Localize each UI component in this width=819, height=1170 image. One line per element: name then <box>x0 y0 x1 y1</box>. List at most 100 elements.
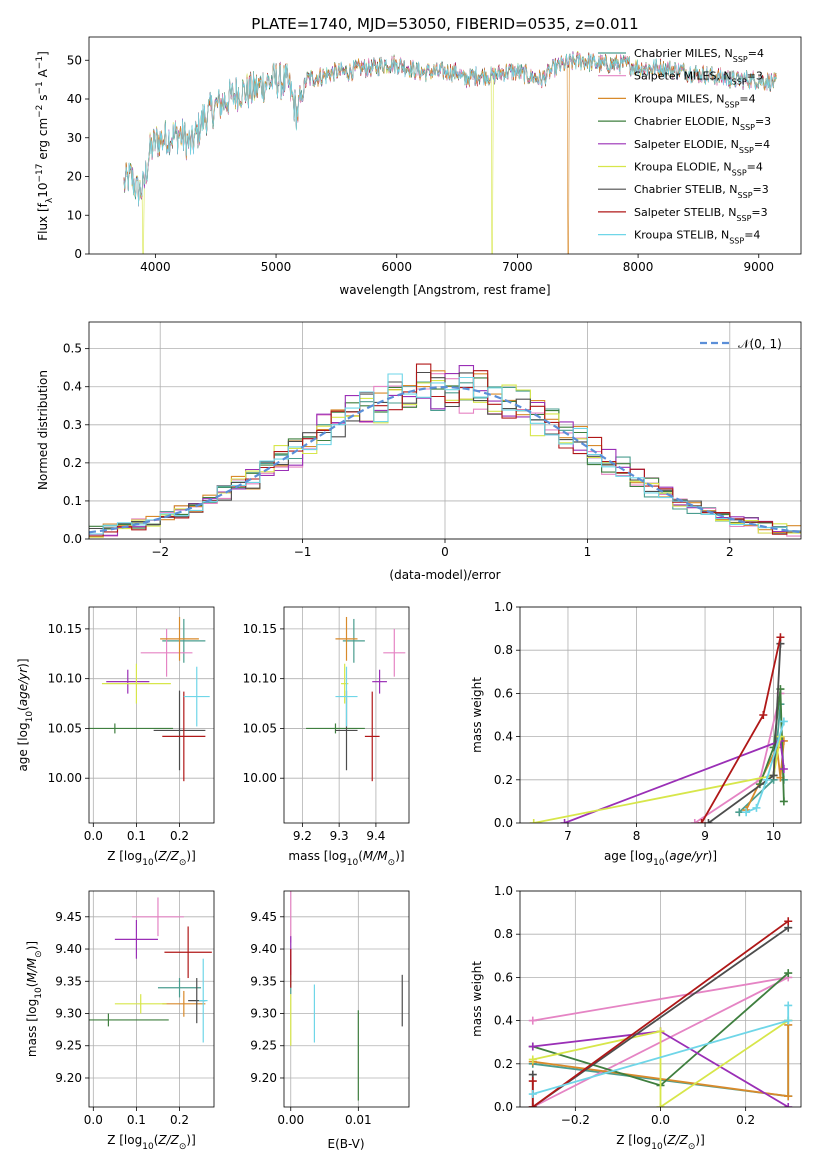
figure-title: PLATE=1740, MJD=53050, FIBERID=0535, z=0… <box>251 15 638 33</box>
errorbar <box>364 691 380 782</box>
label-part: M/M <box>363 849 388 863</box>
label-part: )] <box>16 658 30 667</box>
legend-name: Kroupa STELIB, N <box>634 229 729 242</box>
y-axis-label: mass [log10(M/M⊙)] <box>25 941 44 1057</box>
label-part: ] <box>36 51 50 56</box>
label-part: mass [log <box>288 849 346 863</box>
x-tick-label: 0.2 <box>170 829 189 843</box>
x-tick-label: 8000 <box>623 260 654 274</box>
legend-entry: Salpeter ELODIE, NSSP=4 <box>634 138 770 155</box>
legend-entry: Chabrier STELIB, NSSP=3 <box>634 183 769 200</box>
errorbar <box>162 990 206 1017</box>
x-tick-label: 10 <box>766 829 781 843</box>
plot-area <box>306 616 406 782</box>
label-part: erg cm <box>36 118 50 164</box>
y-tick-label: 1.0 <box>494 884 513 898</box>
series-marker <box>776 633 785 642</box>
label-part: λ <box>45 197 55 203</box>
legend-entry: Kroupa STELIB, NSSP=4 <box>634 229 760 246</box>
y-tick-label: 0.5 <box>63 342 82 356</box>
axes-frame <box>88 890 215 1108</box>
x-tick-label: 0.2 <box>170 1113 189 1127</box>
legend-value: =4 <box>747 161 763 174</box>
x-tick-label: −1 <box>294 545 312 559</box>
y-tick-label: 9.30 <box>55 1007 82 1021</box>
errorbar <box>162 691 206 782</box>
y-tick-label: 10.10 <box>243 672 277 686</box>
legend-value: =3 <box>747 70 763 83</box>
y-tick-label: 10.10 <box>48 672 82 686</box>
x-tick-label: 0.01 <box>345 1113 372 1127</box>
legend-name: Salpeter MILES, N <box>634 70 732 83</box>
label-part: Z/Z <box>157 849 179 863</box>
legend-entry: 𝒩(0, 1) <box>738 337 782 351</box>
y-tick-label: 0.8 <box>494 643 513 657</box>
legend-value: =3 <box>751 206 767 219</box>
axes-frame <box>283 890 410 1108</box>
series-marker <box>528 1103 537 1107</box>
y-tick-label: 10.05 <box>48 721 82 735</box>
legend-sub: SSP <box>732 168 747 177</box>
normal-curve <box>89 385 801 534</box>
errorbar <box>162 618 206 663</box>
y-tick-label: 10.15 <box>243 622 277 636</box>
residual-histogram-panel: −2 −1 0 1 2 0.0 0.1 0.2 0.3 0.4 0.5 𝒩(0, 1) (data-mo… <box>36 321 802 582</box>
y-tick-label: 0.1 <box>63 494 82 508</box>
legend-sub: SSP <box>724 100 739 109</box>
label-part: ( <box>154 849 159 863</box>
y-tick-label: 0.4 <box>494 730 513 744</box>
x-tick-label: 1 <box>584 545 592 559</box>
plot-area <box>529 633 788 823</box>
y-tick-label: 0.2 <box>494 773 513 787</box>
axes-frame <box>88 321 802 540</box>
y-tick-label: 0 <box>74 247 82 261</box>
series-marker <box>528 1090 537 1099</box>
y-axis-label: mass weight <box>470 961 484 1037</box>
series-marker <box>528 1055 537 1064</box>
label-part: ⊙ <box>179 858 187 868</box>
y-tick-label: 0.6 <box>494 970 513 984</box>
legend-entry: Chabrier MILES, NSSP=4 <box>634 47 764 64</box>
legend-name: Salpeter ELODIE, N <box>634 138 739 151</box>
legend-sub: SSP <box>739 145 754 154</box>
series-marker <box>656 1027 665 1036</box>
axes-frame <box>283 606 410 824</box>
legend-name: Kroupa ELODIE, N <box>634 161 732 174</box>
y-tick-label: 10.05 <box>243 721 277 735</box>
axes-frame <box>519 606 802 824</box>
label-part: −1 <box>35 56 45 69</box>
massweight-vs-z-panel: −0.2 0.0 0.2 0.0 0.2 0.4 0.6 0.8 1.0 Z [log10(Z/Z… <box>470 884 802 1152</box>
x-tick-label: −0.2 <box>561 1113 590 1127</box>
y-tick-label: 0.4 <box>63 380 82 394</box>
label-part: 10 <box>34 987 44 999</box>
y-tick-label: 0.4 <box>494 1014 513 1028</box>
plot-area <box>89 897 212 1043</box>
legend-value: =3 <box>753 183 769 196</box>
y-tick-label: 0.6 <box>494 686 513 700</box>
y-tick-label: 50 <box>67 53 82 67</box>
y-tick-label: 10.00 <box>48 771 82 785</box>
label-part: 10 <box>36 183 50 198</box>
series-marker <box>784 969 793 978</box>
label-part: Z/Z <box>157 1133 179 1147</box>
spectrum-line <box>123 53 777 207</box>
y-tick-label: 9.20 <box>250 1071 277 1085</box>
label-part: s <box>36 95 50 105</box>
series-marker <box>769 771 778 780</box>
series-line <box>532 1019 789 1107</box>
x-axis-label: Z [log10(Z/Z⊙)] <box>107 849 196 868</box>
x-tick-label: −2 <box>151 545 169 559</box>
errorbar <box>114 920 158 959</box>
legend-sub: SSP <box>740 123 755 132</box>
series-marker <box>784 1001 793 1010</box>
x-tick-label: 0.0 <box>84 829 103 843</box>
series-line <box>745 721 785 814</box>
errorbar <box>183 666 210 727</box>
x-tick-label: 9.2 <box>293 829 312 843</box>
series-marker <box>779 717 788 726</box>
spectrum-line <box>123 53 777 254</box>
y-tick-label: 20 <box>67 170 82 184</box>
y-tick-label: 0.0 <box>494 816 513 830</box>
